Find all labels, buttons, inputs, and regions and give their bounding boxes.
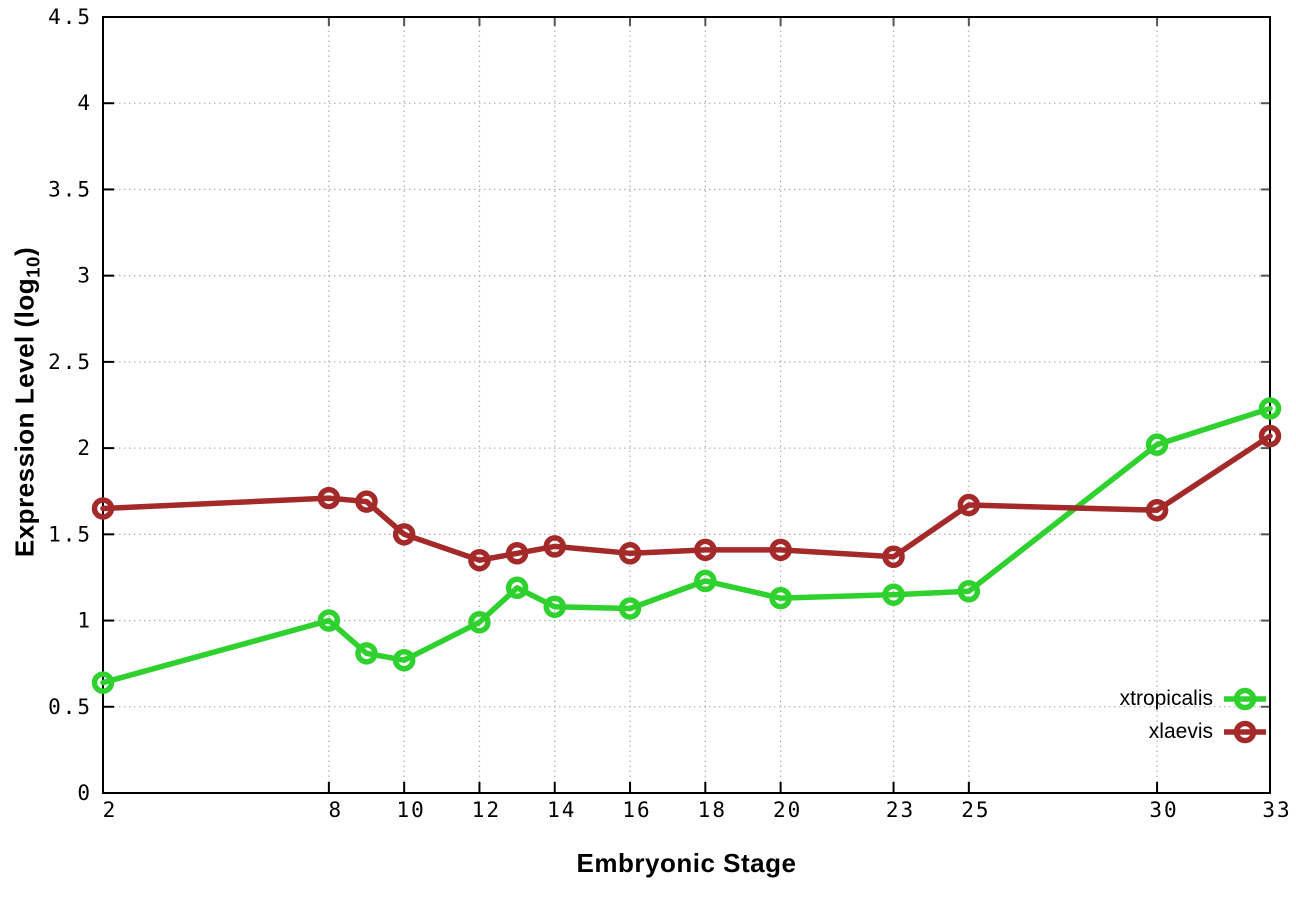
x-tick-label: 25 (961, 798, 990, 822)
data-point-xlaevis (1258, 424, 1282, 448)
legend-label-xlaevis: xlaevis (1148, 720, 1213, 743)
legend-label-xtropicalis: xtropicalis (1119, 687, 1213, 710)
data-point-xlaevis (317, 486, 341, 510)
x-tick-label: 23 (886, 798, 915, 822)
data-point-xlaevis (618, 542, 642, 565)
x-tick-label: 18 (698, 798, 727, 822)
data-point-xlaevis (882, 545, 905, 569)
x-tick-label: 30 (1149, 798, 1178, 822)
series-line-xlaevis (100, 433, 1273, 563)
data-point-xlaevis (769, 538, 792, 562)
data-point-xlaevis (1145, 498, 1169, 522)
data-point-xlaevis (468, 548, 491, 572)
data-point-xtropicalis (355, 642, 378, 665)
legend: xtropicalis xlaevis (1120, 685, 1268, 746)
y-tick-label: 3.5 (48, 177, 92, 201)
x-tick-label: 16 (622, 798, 651, 822)
x-axis-title: Embryonic Stage (576, 848, 797, 878)
data-point-xlaevis (957, 493, 981, 517)
x-tick-label: 20 (773, 798, 802, 822)
y-tick-label: 0 (77, 781, 92, 805)
data-point-xlaevis (392, 523, 416, 546)
xlaevis-line-marker-icon (1224, 720, 1266, 744)
data-point-xtropicalis (317, 609, 341, 632)
y-axis-title: Expression Level (log10) (9, 247, 44, 557)
data-point-xtropicalis (505, 576, 529, 600)
y-tick-label: 2 (77, 436, 92, 460)
x-tick-label: 10 (397, 798, 426, 822)
y-tick-label: 2.5 (48, 350, 92, 374)
data-point-xtropicalis (468, 611, 491, 634)
y-tick-label: 1.5 (48, 522, 92, 546)
data-point-xtropicalis (91, 671, 115, 694)
data-point-xlaevis (543, 535, 566, 558)
data-point-xlaevis (505, 542, 529, 565)
y-axis-title-close: ) (9, 246, 40, 257)
data-point-xtropicalis (957, 579, 981, 603)
data-point-xtropicalis (769, 586, 792, 610)
y-tick-label: 3 (77, 264, 92, 288)
x-tick-label: 14 (547, 798, 576, 822)
data-point-xtropicalis (618, 597, 642, 620)
y-tick-label: 1 (77, 609, 92, 633)
legend-item-xlaevis: xlaevis (1149, 718, 1268, 746)
y-tick-label: 0.5 (48, 695, 92, 719)
series-line-xtropicalis (100, 405, 1273, 686)
x-tick-label: 12 (472, 798, 501, 822)
data-point-xtropicalis (882, 583, 905, 606)
legend-item-xtropicalis: xtropicalis (1120, 685, 1268, 713)
y-tick-label: 4 (77, 91, 92, 115)
x-tick-label: 2 (103, 798, 118, 822)
x-tick-label: 33 (1262, 798, 1291, 822)
data-point-xtropicalis (1258, 397, 1282, 420)
data-point-xtropicalis (694, 569, 717, 593)
plot-border (102, 16, 1271, 794)
data-point-xlaevis (355, 490, 378, 513)
data-point-xlaevis (694, 538, 717, 562)
data-point-xlaevis (91, 497, 115, 520)
y-axis-title-text: Expression Level (log (9, 277, 40, 558)
xtropicalis-line-marker-icon (1224, 687, 1266, 711)
data-point-xtropicalis (392, 648, 416, 672)
x-tick-label: 8 (329, 798, 344, 822)
y-tick-label: 4.5 (48, 5, 92, 29)
data-point-xtropicalis (543, 595, 566, 619)
data-point-xtropicalis (1145, 433, 1169, 456)
y-axis-title-subscript: 10 (22, 256, 44, 278)
